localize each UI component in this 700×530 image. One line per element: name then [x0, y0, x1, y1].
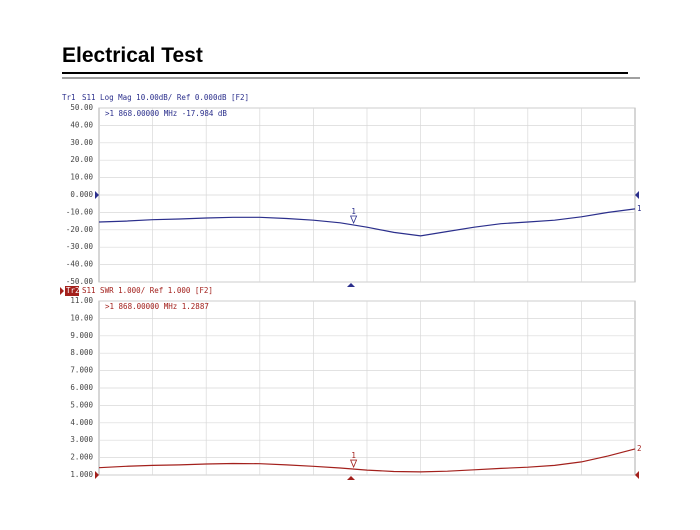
trace-name: Tr2 — [66, 286, 80, 295]
marker-symbol — [349, 215, 358, 225]
marker-readout: >1 868.00000 MHz 1.2887 — [105, 302, 209, 311]
y-tick-label: 40.00 — [70, 120, 93, 129]
y-tick-label: 11.00 — [70, 296, 93, 305]
marker-label: 1 — [351, 451, 356, 460]
ref-arrow-left — [95, 471, 99, 479]
y-tick-label: 1.000 — [70, 470, 93, 479]
trace-line — [98, 208, 636, 237]
trace-header: S11 Log Mag 10.00dB/ Ref 0.000dB [F2] — [82, 93, 249, 102]
trace-header: S11 SWR 1.000/ Ref 1.000 [F2] — [82, 286, 213, 295]
trace-line — [98, 448, 636, 473]
y-tick-label: -40.00 — [66, 260, 94, 269]
y-tick-label: 4.000 — [70, 418, 93, 427]
y-tick-label: -20.00 — [66, 225, 94, 234]
marker-label: 1 — [351, 207, 356, 216]
y-tick-label: 6.000 — [70, 383, 93, 392]
ref-arrow-right — [635, 471, 639, 479]
active-arrow — [60, 287, 64, 295]
trace-name: Tr1 — [62, 93, 76, 102]
y-tick-label: 8.000 — [70, 348, 93, 357]
y-tick-label: 30.00 — [70, 138, 93, 147]
y-tick-label: 50.00 — [70, 103, 93, 112]
marker-arrow — [347, 476, 355, 480]
ref-arrow-right — [635, 191, 639, 199]
trace-badge — [65, 286, 79, 296]
y-tick-label: -10.00 — [66, 207, 94, 216]
y-tick-label: 7.000 — [70, 366, 93, 375]
marker-arrow — [347, 283, 355, 287]
y-tick-label: -30.00 — [66, 242, 94, 251]
y-tick-label: 5.000 — [70, 400, 93, 409]
y-tick-label: 2.000 — [70, 453, 93, 462]
marker-symbol — [349, 459, 358, 469]
y-tick-label: 10.00 — [70, 313, 93, 322]
marker-readout: >1 868.00000 MHz -17.984 dB — [105, 109, 227, 118]
end-label: 2 — [637, 444, 642, 453]
y-tick-label: 10.00 — [70, 173, 93, 182]
y-tick-label: -50.00 — [66, 277, 94, 286]
end-label: 1 — [637, 204, 642, 213]
y-tick-label: 3.000 — [70, 435, 93, 444]
page-title: Electrical Test — [62, 44, 203, 67]
y-tick-label: 0.000 — [70, 190, 93, 199]
y-tick-label: 20.00 — [70, 155, 93, 164]
ref-arrow-left — [95, 191, 99, 199]
y-tick-label: 9.000 — [70, 331, 93, 340]
